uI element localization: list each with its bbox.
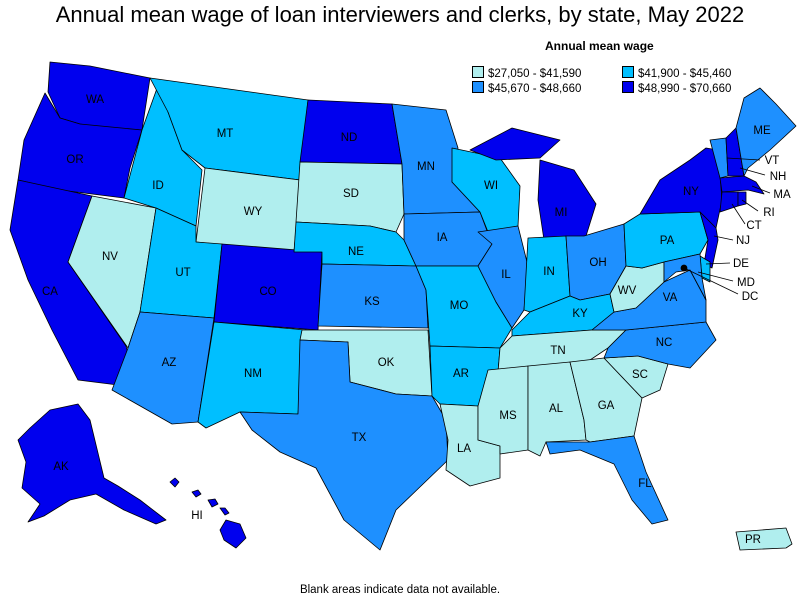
legend-swatch-1 xyxy=(472,66,484,78)
label-NE: NE xyxy=(348,246,364,258)
label-WA: WA xyxy=(86,94,104,106)
label-HI: HI xyxy=(191,510,203,522)
label-ND: ND xyxy=(341,132,358,144)
legend-label-2: $41,900 - $45,460 xyxy=(638,68,732,80)
label-ME: ME xyxy=(753,125,771,137)
state-MA[interactable] xyxy=(719,175,765,195)
label-WI: WI xyxy=(484,180,498,192)
label-CA: CA xyxy=(42,286,58,298)
state-AK[interactable] xyxy=(17,403,167,525)
state-TX[interactable] xyxy=(239,339,449,551)
label-WV: WV xyxy=(618,285,637,297)
label-PA: PA xyxy=(660,235,675,247)
label-MI: MI xyxy=(555,207,568,219)
label-PR: PR xyxy=(745,534,761,546)
label-SD: SD xyxy=(343,188,359,200)
label-TX: TX xyxy=(352,432,367,444)
label-AR: AR xyxy=(453,368,469,380)
label-DC: DC xyxy=(742,291,759,303)
label-VT: VT xyxy=(765,155,780,167)
label-MD: MD xyxy=(737,277,755,289)
label-AZ: AZ xyxy=(162,357,177,369)
label-IA: IA xyxy=(437,232,448,244)
label-KY: KY xyxy=(572,308,588,320)
label-UT: UT xyxy=(175,267,190,279)
state-OR[interactable] xyxy=(17,92,143,199)
legend-swatch-3 xyxy=(472,81,484,93)
state-PR[interactable] xyxy=(735,527,793,551)
legend-label-1: $27,050 - $41,590 xyxy=(488,68,582,80)
state-MD[interactable] xyxy=(663,253,707,301)
footnote: Blank areas indicate data not available. xyxy=(299,584,501,596)
label-MS: MS xyxy=(499,410,517,422)
legend-item-1: $27,050 - $41,590 xyxy=(472,66,581,80)
label-OH: OH xyxy=(589,257,606,269)
state-IL[interactable] xyxy=(477,225,529,329)
label-SC: SC xyxy=(632,369,648,381)
label-CO: CO xyxy=(259,286,276,298)
label-GA: GA xyxy=(598,400,615,412)
map-title: Annual mean wage of loan interviewers an… xyxy=(55,2,745,27)
state-IA[interactable] xyxy=(403,211,493,267)
state-ME[interactable] xyxy=(735,87,797,177)
legend-swatch-2 xyxy=(622,66,634,78)
dc-marker xyxy=(681,265,687,271)
legend-swatch-4 xyxy=(622,81,634,93)
state-NJ[interactable] xyxy=(699,211,719,269)
label-NH: NH xyxy=(770,171,787,183)
legend-item-4: $48,990 - $70,660 xyxy=(622,81,731,95)
label-VA: VA xyxy=(663,292,678,304)
legend-title: Annual mean wage xyxy=(545,39,654,53)
label-AK: AK xyxy=(53,461,69,473)
state-RI[interactable] xyxy=(737,191,747,207)
label-WY: WY xyxy=(244,206,263,218)
state-AZ[interactable] xyxy=(111,311,215,425)
label-FL: FL xyxy=(638,478,652,490)
state-HI[interactable] xyxy=(169,477,247,549)
label-DE: DE xyxy=(733,258,749,270)
label-MA: MA xyxy=(773,189,791,201)
label-ID: ID xyxy=(152,180,164,192)
label-MT: MT xyxy=(217,128,234,140)
label-IL: IL xyxy=(501,269,511,281)
label-OK: OK xyxy=(378,357,395,369)
label-NM: NM xyxy=(244,368,262,380)
label-RI: RI xyxy=(763,207,775,219)
label-NJ: NJ xyxy=(736,235,750,247)
label-NV: NV xyxy=(102,251,118,263)
label-MN: MN xyxy=(417,161,435,173)
label-AL: AL xyxy=(549,403,564,415)
state-FL[interactable] xyxy=(545,435,669,525)
label-LA: LA xyxy=(457,443,471,455)
legend-label-3: $45,670 - $48,660 xyxy=(488,83,582,95)
label-MO: MO xyxy=(450,300,469,312)
label-CT: CT xyxy=(746,220,761,232)
label-KS: KS xyxy=(364,296,380,308)
label-NY: NY xyxy=(683,186,699,198)
legend-label-4: $48,990 - $70,660 xyxy=(638,83,732,95)
label-NC: NC xyxy=(656,337,673,349)
label-IN: IN xyxy=(543,266,555,278)
legend-item-2: $41,900 - $45,460 xyxy=(622,66,731,80)
label-OR: OR xyxy=(66,154,83,166)
legend-item-3: $45,670 - $48,660 xyxy=(472,81,581,95)
label-TN: TN xyxy=(550,345,565,357)
